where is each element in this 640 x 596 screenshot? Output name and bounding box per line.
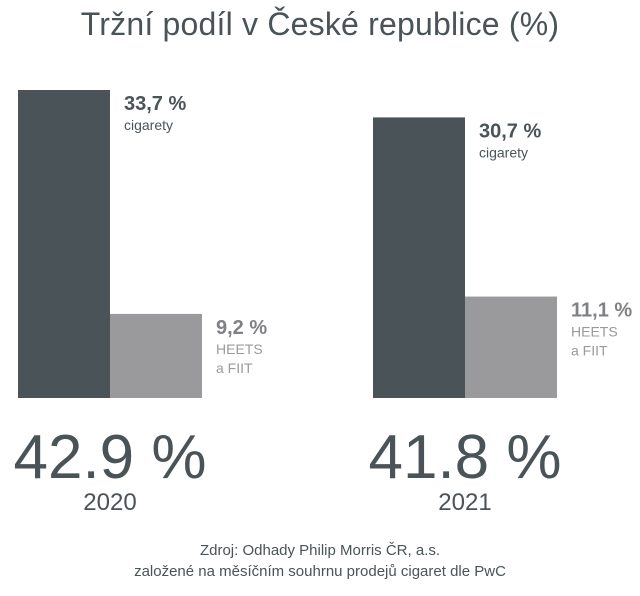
bar-value-label-2021-series-2: 11,1 %: [571, 300, 632, 322]
bar-chart: 33,7 % cigarety 9,2 % HEETS a FIIT 42.9 %2020…: [13, 90, 632, 516]
bar-value-label-2021-series-1: 30,7 %: [479, 120, 541, 142]
series-name-label-2021-series-2-line-2: a FIIT: [571, 343, 608, 359]
series-name-label-2021-series-2-line-1: HEETS: [571, 324, 618, 340]
category-label-2020: 2020: [83, 489, 136, 516]
chart-title: Tržní podíl v České republice (%): [80, 6, 560, 42]
bar-2020-series-1: [18, 90, 110, 398]
series-name-label-2020-series-2-line-1: HEETS: [216, 341, 263, 357]
bar-value-label-2020-series-1: 33,7 %: [124, 93, 186, 115]
source-line-1: Zdroj: Odhady Philip Morris ČR, a.s.: [199, 542, 441, 559]
category-label-2021: 2021: [438, 489, 491, 516]
source-line-2: založené na měsíčním souhrnu prodejů cig…: [134, 563, 506, 580]
bar-value-label-2020-series-2: 9,2 %: [216, 317, 267, 339]
bar-2021-series-2: [465, 296, 557, 398]
bar-2021-series-1: [373, 117, 465, 398]
series-name-label-2020-series-2-line-2: a FIIT: [216, 360, 253, 376]
total-label-2021: 41.8 %: [368, 423, 561, 492]
series-name-label-2021-series-1-line-1: cigarety: [479, 144, 528, 160]
bar-2020-series-2: [110, 313, 202, 398]
total-label-2020: 42.9 %: [13, 423, 206, 492]
series-name-label-2020-series-1-line-1: cigarety: [124, 117, 173, 133]
